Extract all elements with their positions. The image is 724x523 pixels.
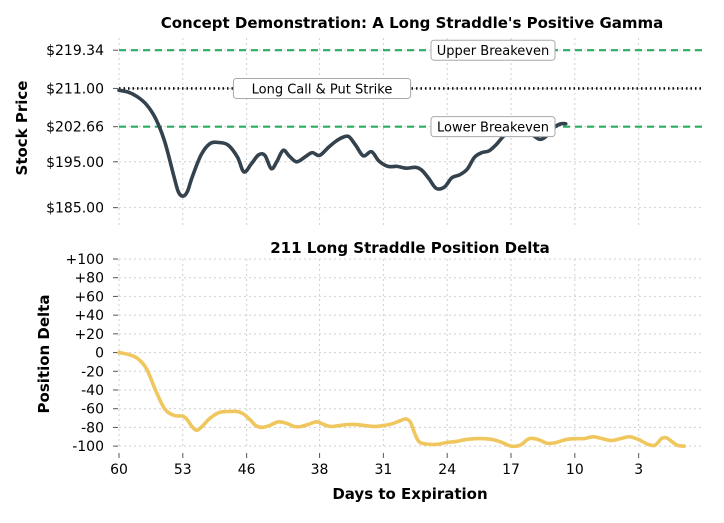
stock-price-reference-lines: [119, 49, 702, 128]
reference-line-label-box: [232, 77, 412, 99]
x-tick-label: 53: [174, 462, 192, 478]
reference-line-label-box: [430, 116, 556, 138]
stock-price-y-axis-label: Stock Price: [13, 81, 31, 176]
position-delta-line: [117, 350, 687, 449]
stock-price-y-tick-label: $195.00: [46, 155, 104, 171]
position-delta-y-tick-label: 0: [95, 346, 104, 362]
reference-line-label-2: Long Call & Put Strike: [232, 77, 412, 99]
position-delta-y-tick-label: +80: [74, 271, 104, 287]
reference-line-label-text: Upper Breakeven: [437, 44, 549, 59]
position-delta-y-tick-label: -80: [81, 420, 104, 436]
stock-price-panel: Concept Demonstration: A Long Straddle's…: [13, 14, 702, 226]
position-delta-y-tick-label: -60: [81, 402, 104, 418]
x-ticks: 60 53 46 38 31 24 17 10 3: [110, 453, 643, 478]
stock-price-y-tick-label: $202.66: [46, 120, 104, 136]
position-delta-panel: 211 Long Straddle Position Delta Positio…: [35, 239, 702, 503]
x-tick-label: 24: [438, 462, 456, 478]
stock-price-grid: [118, 38, 702, 226]
stock-price-y-ticks: $219.34 $211.00 $202.66 $195.00 $185.00: [46, 43, 118, 217]
position-delta-grid: [118, 258, 702, 448]
reference-line-label-text: Long Call & Put Strike: [252, 82, 393, 97]
position-delta-y-tick-label: +40: [74, 308, 104, 324]
reference-line-label-box: [430, 39, 556, 61]
x-tick-label: 46: [238, 462, 256, 478]
position-delta-chart-title: 211 Long Straddle Position Delta: [270, 239, 550, 257]
position-delta-series: [117, 350, 687, 449]
x-axis-label: Days to Expiration: [332, 485, 487, 503]
x-tick-label: 31: [374, 462, 392, 478]
position-delta-y-tick-label: +100: [66, 252, 104, 268]
stock-price-annotations: Upper Breakeven Long Call & Put Strike Low…: [232, 39, 556, 138]
stock-price-chart-title: Concept Demonstration: A Long Straddle's…: [161, 14, 664, 32]
position-delta-y-axis-label: Position Delta: [35, 295, 53, 414]
stock-price-y-tick-label: $185.00: [46, 201, 104, 217]
stock-price-line: [117, 88, 568, 198]
position-delta-y-tick-label: +60: [74, 289, 104, 305]
reference-line-label-text: Lower Breakeven: [437, 121, 549, 136]
position-delta-y-tick-label: -20: [81, 364, 104, 380]
stock-price-y-tick-label: $219.34: [46, 43, 104, 59]
position-delta-y-tick-label: +20: [74, 327, 104, 343]
reference-line-label-3: Lower Breakeven: [430, 116, 556, 138]
stock-price-y-tick-label: $211.00: [46, 81, 104, 97]
reference-line-label-1: Upper Breakeven: [430, 39, 556, 61]
position-delta-y-ticks: +100 +80 +60 +40 +20 0 -20 -40 -60 -80 -100: [66, 252, 118, 455]
x-tick-label: 17: [502, 462, 520, 478]
position-delta-y-tick-label: -40: [81, 383, 104, 399]
stock-price-series: [117, 88, 568, 198]
position-delta-y-tick-label: -100: [72, 439, 104, 455]
x-tick-label: 38: [311, 462, 329, 478]
x-tick-label: 10: [566, 462, 584, 478]
x-tick-label: 3: [634, 462, 643, 478]
x-tick-label: 60: [110, 462, 128, 478]
